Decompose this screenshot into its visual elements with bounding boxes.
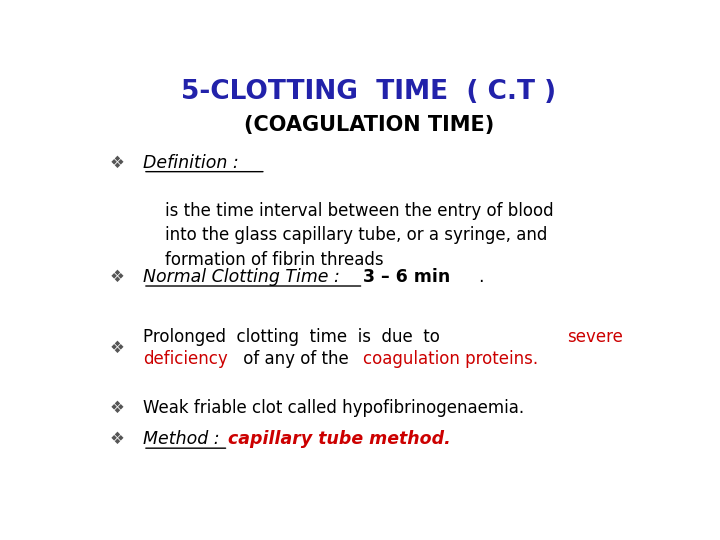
Text: Normal Clotting Time :: Normal Clotting Time : [143, 268, 346, 286]
Text: is the time interval between the entry of blood
into the glass capillary tube, o: is the time interval between the entry o… [166, 202, 554, 268]
Text: Definition :: Definition : [143, 153, 239, 172]
Text: capillary tube method.: capillary tube method. [228, 430, 451, 448]
Text: Method :: Method : [143, 430, 225, 448]
Text: deficiency: deficiency [143, 350, 228, 368]
Text: ❖: ❖ [109, 153, 125, 172]
Text: severe: severe [567, 328, 623, 346]
Text: ❖: ❖ [109, 268, 125, 286]
Text: 5-CLOTTING  TIME  ( C.T ): 5-CLOTTING TIME ( C.T ) [181, 79, 557, 105]
Text: coagulation proteins.: coagulation proteins. [364, 350, 539, 368]
Text: (COAGULATION TIME): (COAGULATION TIME) [244, 115, 494, 135]
Text: Weak friable clot called hypofibrinogenaemia.: Weak friable clot called hypofibrinogena… [143, 399, 524, 417]
Text: ❖: ❖ [109, 430, 125, 448]
Text: Prolonged  clotting  time  is  due  to: Prolonged clotting time is due to [143, 328, 440, 346]
Text: ❖: ❖ [109, 399, 125, 417]
Text: .: . [478, 268, 483, 286]
Text: ❖: ❖ [109, 339, 125, 357]
Text: of any of the: of any of the [238, 350, 354, 368]
Text: 3 – 6 min: 3 – 6 min [364, 268, 451, 286]
